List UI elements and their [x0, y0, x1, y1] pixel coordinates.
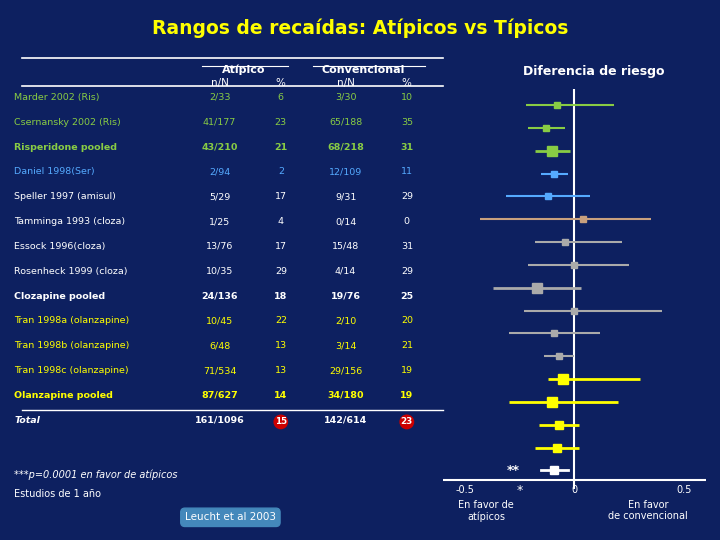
Text: En favor
de convencional: En favor de convencional — [608, 500, 688, 521]
Text: 29/156: 29/156 — [329, 366, 362, 375]
Text: Total: Total — [14, 416, 40, 425]
Text: 23: 23 — [400, 417, 413, 427]
Text: 0/14: 0/14 — [335, 217, 356, 226]
Text: 87/627: 87/627 — [201, 391, 238, 400]
Text: 6: 6 — [278, 93, 284, 102]
Text: ***p=0.0001 en favor de atípicos: ***p=0.0001 en favor de atípicos — [14, 470, 178, 480]
Text: **: ** — [506, 464, 519, 477]
Text: 14: 14 — [274, 391, 287, 400]
Text: 29: 29 — [275, 267, 287, 276]
Text: 21: 21 — [274, 143, 287, 152]
Text: 10/45: 10/45 — [206, 316, 233, 326]
Text: 68/218: 68/218 — [327, 143, 364, 152]
Text: 6/48: 6/48 — [209, 341, 230, 350]
Text: 19: 19 — [401, 366, 413, 375]
Text: 13/76: 13/76 — [206, 242, 233, 251]
Text: 2: 2 — [278, 167, 284, 177]
Text: 1/25: 1/25 — [209, 217, 230, 226]
Text: Tran 1998a (olanzapine): Tran 1998a (olanzapine) — [14, 316, 130, 326]
Text: 3/14: 3/14 — [335, 341, 356, 350]
Text: 0: 0 — [571, 485, 577, 495]
Text: n/N: n/N — [337, 78, 354, 89]
Text: Estudios de 1 año: Estudios de 1 año — [14, 489, 102, 499]
Text: Speller 1997 (amisul): Speller 1997 (amisul) — [14, 192, 116, 201]
Text: Olanzapine pooled: Olanzapine pooled — [14, 391, 113, 400]
Text: n/N: n/N — [211, 78, 228, 89]
Text: *: * — [516, 484, 523, 497]
Text: 15/48: 15/48 — [332, 242, 359, 251]
Text: 19/76: 19/76 — [330, 292, 361, 301]
Text: Csernansky 2002 (Ris): Csernansky 2002 (Ris) — [14, 118, 121, 127]
Text: 161/1096: 161/1096 — [194, 416, 245, 425]
Text: 9/31: 9/31 — [335, 192, 356, 201]
Text: 10: 10 — [401, 93, 413, 102]
Text: 43/210: 43/210 — [202, 143, 238, 152]
Text: 24/136: 24/136 — [202, 292, 238, 301]
Text: Atípico: Atípico — [222, 65, 265, 75]
Text: 31: 31 — [401, 242, 413, 251]
Text: 17: 17 — [275, 242, 287, 251]
Text: Diferencia de riesgo: Diferencia de riesgo — [523, 65, 665, 78]
Text: Risperidone pooled: Risperidone pooled — [14, 143, 117, 152]
Text: Tran 1998b (olanzapine): Tran 1998b (olanzapine) — [14, 341, 130, 350]
Text: 10/35: 10/35 — [206, 267, 233, 276]
Text: 0: 0 — [404, 217, 410, 226]
Text: 20: 20 — [401, 316, 413, 326]
Text: 13: 13 — [275, 366, 287, 375]
Text: 2/10: 2/10 — [335, 316, 356, 326]
Text: %: % — [402, 78, 412, 89]
Text: Clozapine pooled: Clozapine pooled — [14, 292, 106, 301]
Text: 71/534: 71/534 — [203, 366, 236, 375]
Text: 29: 29 — [401, 267, 413, 276]
Text: 11: 11 — [401, 167, 413, 177]
Text: Essock 1996(cloza): Essock 1996(cloza) — [14, 242, 106, 251]
Text: 0.5: 0.5 — [676, 485, 691, 495]
Text: 25: 25 — [400, 292, 413, 301]
Text: Marder 2002 (Ris): Marder 2002 (Ris) — [14, 93, 100, 102]
Text: 18: 18 — [274, 292, 287, 301]
Text: En favor de
atípicos: En favor de atípicos — [458, 500, 514, 522]
Text: 2/33: 2/33 — [209, 93, 230, 102]
Text: 15: 15 — [275, 417, 287, 427]
Text: Tran 1998c (olanzapine): Tran 1998c (olanzapine) — [14, 366, 129, 375]
Text: 41/177: 41/177 — [203, 118, 236, 127]
Text: Leucht et al 2003: Leucht et al 2003 — [185, 512, 276, 522]
Text: 142/614: 142/614 — [324, 416, 367, 425]
Text: 35: 35 — [401, 118, 413, 127]
Text: 23: 23 — [275, 118, 287, 127]
Text: Rosenheck 1999 (cloza): Rosenheck 1999 (cloza) — [14, 267, 128, 276]
Text: %: % — [276, 78, 286, 89]
Text: 34/180: 34/180 — [328, 391, 364, 400]
Text: 2/94: 2/94 — [209, 167, 230, 177]
Text: Daniel 1998(Ser): Daniel 1998(Ser) — [14, 167, 95, 177]
Text: 29: 29 — [401, 192, 413, 201]
Text: 13: 13 — [275, 341, 287, 350]
Text: 22: 22 — [275, 316, 287, 326]
Text: 4: 4 — [278, 217, 284, 226]
Text: 4/14: 4/14 — [335, 267, 356, 276]
Text: 5/29: 5/29 — [209, 192, 230, 201]
Text: Tamminga 1993 (cloza): Tamminga 1993 (cloza) — [14, 217, 125, 226]
Text: Convencional: Convencional — [322, 65, 405, 75]
Text: -0.5: -0.5 — [455, 485, 474, 495]
Text: 3/30: 3/30 — [335, 93, 356, 102]
Text: 31: 31 — [400, 143, 413, 152]
Text: Rangos de recaídas: Atípicos vs Típicos: Rangos de recaídas: Atípicos vs Típicos — [152, 19, 568, 38]
Text: 12/109: 12/109 — [329, 167, 362, 177]
Text: 21: 21 — [401, 341, 413, 350]
Text: 19: 19 — [400, 391, 413, 400]
Text: 17: 17 — [275, 192, 287, 201]
Text: 65/188: 65/188 — [329, 118, 362, 127]
